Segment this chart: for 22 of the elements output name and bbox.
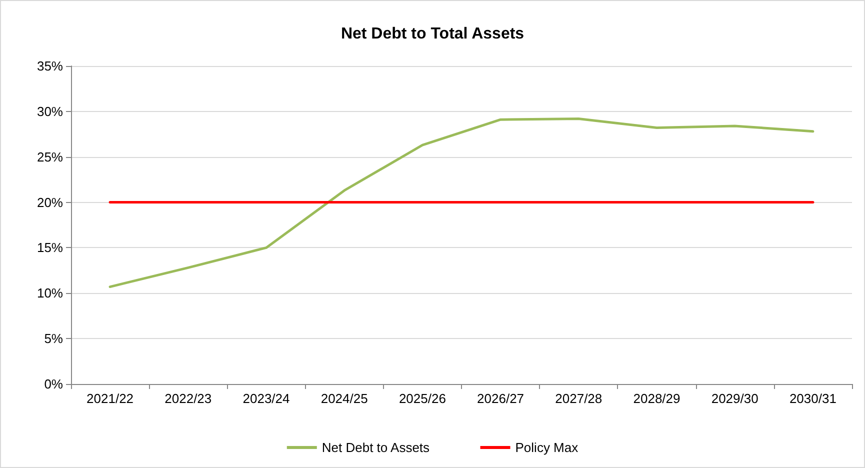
x-tick-label: 2024/25 <box>320 391 368 406</box>
x-tick-label: 2028/29 <box>633 391 680 406</box>
x-tick-label: 2022/23 <box>164 391 212 406</box>
y-tick-label: 35% <box>36 58 64 74</box>
x-tick-label: 2027/28 <box>555 391 602 406</box>
x-tick-label: 2021/22 <box>86 391 134 406</box>
x-tick-label: 2029/30 <box>711 391 758 406</box>
y-tick-label: 15% <box>36 240 64 256</box>
y-tick-label: 20% <box>36 194 64 210</box>
y-tick-label: 30% <box>36 104 64 119</box>
y-tick-label: 10% <box>36 286 64 301</box>
x-tick-label: 2023/24 <box>242 391 290 406</box>
x-tick-label: 2030/31 <box>789 391 836 406</box>
x-tick-label: 2026/27 <box>477 391 524 406</box>
y-tick-label: 0% <box>44 376 64 392</box>
chart-title: Net Debt to Total Assets <box>340 26 524 42</box>
x-tick-label: 2025/26 <box>398 391 446 406</box>
legend-label: Policy Max <box>515 440 579 455</box>
y-tick-label: 25% <box>36 149 64 164</box>
line-series <box>108 117 814 288</box>
y-tick-label: 5% <box>44 331 64 346</box>
legend-label: Net Debt to Assets <box>322 440 430 455</box>
